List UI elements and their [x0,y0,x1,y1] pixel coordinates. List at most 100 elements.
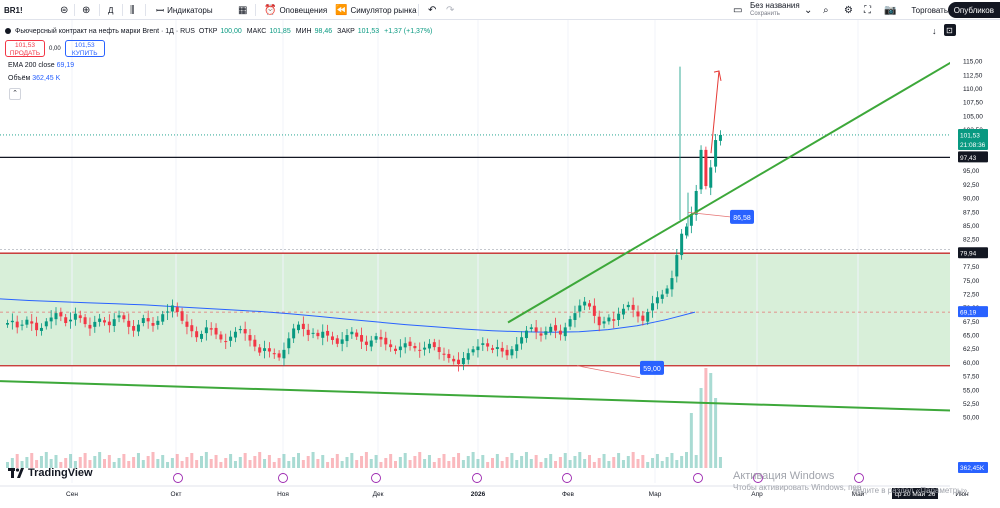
candle-body [704,149,708,187]
layout-name-button[interactable]: Без названия Сохранить [750,1,800,19]
volume-bar [103,459,106,468]
time-tick-label: Дек [373,491,384,498]
candle-body [297,324,300,331]
candle-body [403,343,407,348]
candle-body [321,331,325,338]
price-chart[interactable]: 86,58 59,00 50,00 52,50 55,00 57,50 60,00 62,50… [0,20,1000,503]
legend-title[interactable]: Фьючерсный контракт на нефть марки Brent… [15,27,195,35]
volume-value: 362,45 K [32,75,61,82]
annotation-label-text: 59,00 [643,366,661,373]
volume-bar [597,458,601,468]
price-tick-label: 95,00 [963,168,980,175]
collapse-legend-button[interactable]: ⌃ [9,88,21,100]
candle-body [98,318,102,322]
candle-body [156,320,160,325]
volume-bar [539,462,543,468]
volume-bar [563,453,567,468]
candle-body [685,226,688,236]
replay-label: Симулятор рынка [350,5,417,15]
compare-icon[interactable]: ⊜ [60,4,69,16]
candle-body [69,319,73,322]
candle-body [554,325,558,331]
time-tick-label: Мар [649,491,662,498]
chart-type-icon[interactable]: ⫼ [130,4,135,16]
search-icon[interactable]: ⌕ [823,4,829,16]
candle-body [515,344,519,351]
alerts-button[interactable]: ⏰ Оповещения [264,0,327,20]
volume-bar [398,457,402,468]
candle-body [665,288,669,294]
candle-body [524,330,528,339]
volume-bar [311,452,315,468]
candle-body [500,347,504,352]
volume-bar [646,462,650,468]
candle-body [660,294,664,299]
volume-bar [515,460,519,468]
price-tick-label: 62,50 [963,346,980,353]
volume-bar [491,458,494,468]
volume-bar [617,453,621,468]
sell-button[interactable]: 101,53 ПРОДАТЬ [5,40,45,57]
candle-body [6,322,9,325]
add-symbol-icon[interactable]: ⊕ [82,4,91,16]
volume-bar [117,458,121,468]
candle-body [592,305,596,316]
windows-activation-watermark: Активация Windows Чтобы активировать Win… [733,470,970,495]
replay-button[interactable]: ⏪ Симулятор рынка [335,0,417,20]
chevron-up-icon: ⌃ [12,90,18,97]
alerts-label: Оповещения [279,5,328,15]
volume-bar [267,455,271,468]
volume-bar [694,455,698,468]
volume-bar [568,460,572,468]
candle-body [83,317,87,325]
candle-body [44,321,48,327]
volume-bar [39,456,43,468]
volume-bar [374,455,378,468]
templates-icon[interactable]: ▦ [238,4,248,16]
annotation-pointer [687,211,731,218]
candle-body [529,327,533,330]
candle-body [539,333,543,336]
candle-body [209,328,213,330]
candle-body [88,324,92,329]
symbol-search[interactable]: BR1! [4,0,23,20]
candle-body [432,342,436,348]
publish-button[interactable]: Опубликов [947,2,1000,18]
chart-area[interactable]: 86,58 59,00 50,00 52,50 55,00 57,50 60,00 62,50… [0,20,1000,503]
candle-body [607,317,611,322]
undo-icon[interactable]: ↶ [428,4,437,16]
fullscreen-icon[interactable]: ⛶ [864,4,871,16]
volume-bar [248,460,252,468]
redo-icon[interactable]: ↷ [446,4,455,16]
ema-legend[interactable]: EMA 200 close 69,19 [8,62,74,69]
ema-price-label-box [958,306,988,318]
volume-bar [44,452,48,468]
candle-body [389,344,393,348]
time-tick-label: Окт [171,491,182,498]
candle-body [408,341,412,347]
price-tick-label: 112,50 [963,72,983,79]
candle-body [10,320,14,323]
settings-icon[interactable]: ⚙ [844,4,853,16]
volume-bar [607,461,611,468]
volume-legend[interactable]: Объём 362,45 K [8,75,60,82]
camera-icon[interactable]: 📷 [884,4,897,16]
layout-icon[interactable]: ▭ [733,4,743,16]
volume-bar [204,452,208,468]
volume-price-label-box [958,462,988,473]
volume-bar [151,452,155,468]
volume-bar [689,413,693,468]
interval-button[interactable]: Д [108,0,113,20]
chevron-down-icon[interactable]: ⌄ [804,4,813,16]
volume-bar [10,458,14,468]
tradingview-logo: TradingView [8,467,93,479]
volume-bar [403,453,407,468]
alarm-icon: ⏰ [264,4,277,16]
volume-bar [602,454,606,468]
indicators-button[interactable]: ꟷ Индикаторы [156,0,213,20]
volume-bar [272,462,276,468]
buy-button[interactable]: 101,53 КУПИТЬ [64,40,105,57]
sell-price: 101,53 [15,42,35,49]
volume-bar [524,452,528,468]
trade-button[interactable]: Торговать [903,2,956,18]
